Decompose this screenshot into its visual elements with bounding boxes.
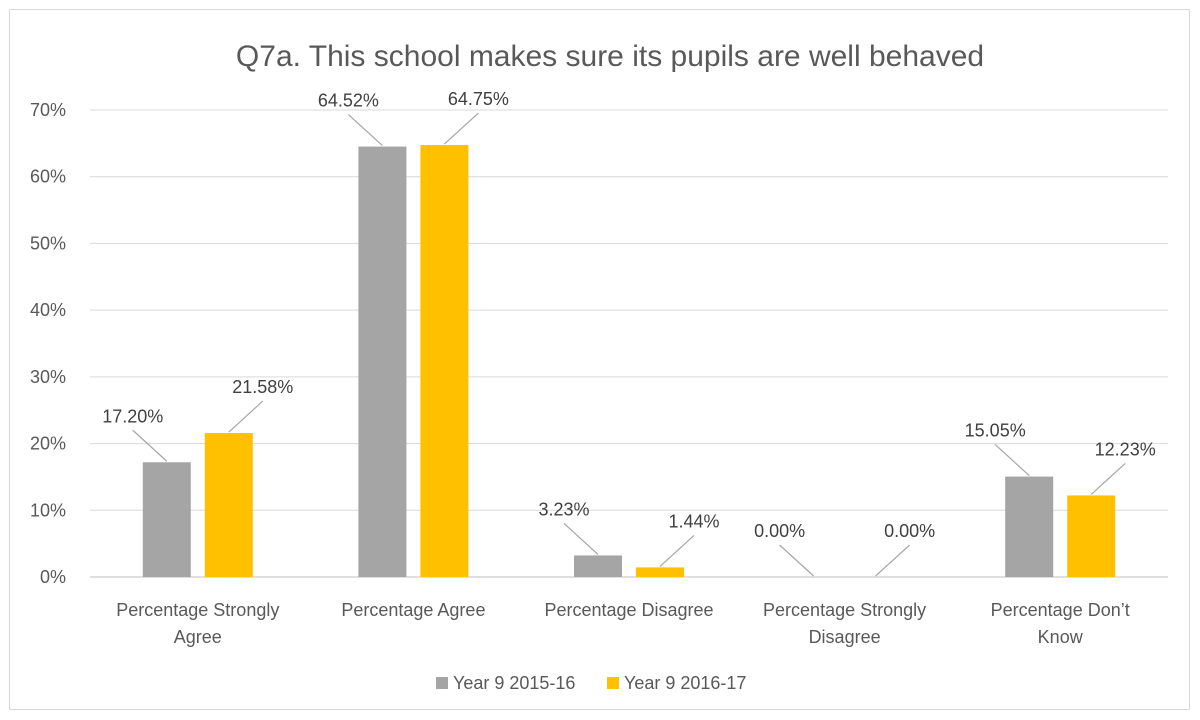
- y-tick-label: 10%: [30, 500, 66, 520]
- leader-line: [228, 400, 264, 433]
- leader-line: [443, 112, 479, 145]
- leader-line: [994, 444, 1030, 477]
- y-tick-label: 50%: [30, 233, 66, 253]
- bar: [636, 567, 684, 577]
- gridlines: [90, 109, 1168, 578]
- legend: Year 9 2015-16 Year 9 2016-17: [436, 673, 746, 693]
- leader-line: [132, 429, 168, 462]
- y-tick-label: 0%: [40, 567, 66, 587]
- data-label: 64.52%: [318, 91, 379, 111]
- y-tick-label: 60%: [30, 167, 66, 187]
- category-label: Percentage Disagree: [544, 600, 713, 620]
- bar: [574, 555, 622, 577]
- data-labels: 17.20% 21.58% 64.52% 64.75% 3.23% 1.44% 0.00% 0…: [102, 89, 1155, 541]
- category-label: Know: [1038, 627, 1084, 647]
- category-label: Percentage Strongly: [763, 600, 926, 620]
- legend-label: Year 9 2016-17: [624, 673, 746, 693]
- leader-line: [1090, 462, 1126, 495]
- category-label: Disagree: [809, 627, 881, 647]
- y-tick-label: 30%: [30, 367, 66, 387]
- data-label: 0.00%: [754, 521, 805, 541]
- bar: [204, 433, 253, 577]
- leader-line: [875, 544, 911, 577]
- data-label: 17.20%: [102, 406, 163, 426]
- category-label: Percentage Don’t: [991, 600, 1130, 620]
- chart-title: Q7a. This school makes sure its pupils a…: [236, 40, 984, 73]
- data-label: 1.44%: [668, 511, 719, 531]
- y-tick-label: 20%: [30, 434, 66, 454]
- data-label: 15.05%: [965, 421, 1026, 441]
- bar: [142, 462, 191, 577]
- leader-line: [779, 544, 815, 577]
- y-axis-tick-labels: 0% 10% 20% 30% 40% 50% 60% 70%: [30, 100, 66, 587]
- bar: [1067, 495, 1116, 577]
- chart-frame: [9, 9, 1190, 710]
- legend-label: Year 9 2015-16: [453, 673, 575, 693]
- bar: [358, 146, 407, 577]
- category-label: Percentage Strongly: [116, 600, 279, 620]
- bars: [142, 145, 1116, 577]
- category-label: Agree: [174, 627, 222, 647]
- data-label: 21.58%: [232, 377, 293, 397]
- data-label: 0.00%: [884, 521, 935, 541]
- data-label: 12.23%: [1095, 439, 1156, 459]
- y-tick-label: 70%: [30, 100, 66, 120]
- legend-swatch: [607, 677, 619, 689]
- data-label: 64.75%: [448, 89, 509, 109]
- bar: [1005, 476, 1054, 577]
- category-labels: Percentage Strongly Agree Percentage Agree…: [116, 600, 1130, 647]
- data-label: 3.23%: [538, 499, 589, 519]
- leader-line: [659, 534, 695, 567]
- leader-lines: [132, 112, 1126, 577]
- leader-line: [347, 114, 383, 147]
- leader-line: [563, 523, 599, 555]
- bar: [420, 145, 469, 577]
- category-label: Percentage Agree: [341, 600, 485, 620]
- y-tick-label: 40%: [30, 300, 66, 320]
- legend-swatch: [436, 677, 448, 689]
